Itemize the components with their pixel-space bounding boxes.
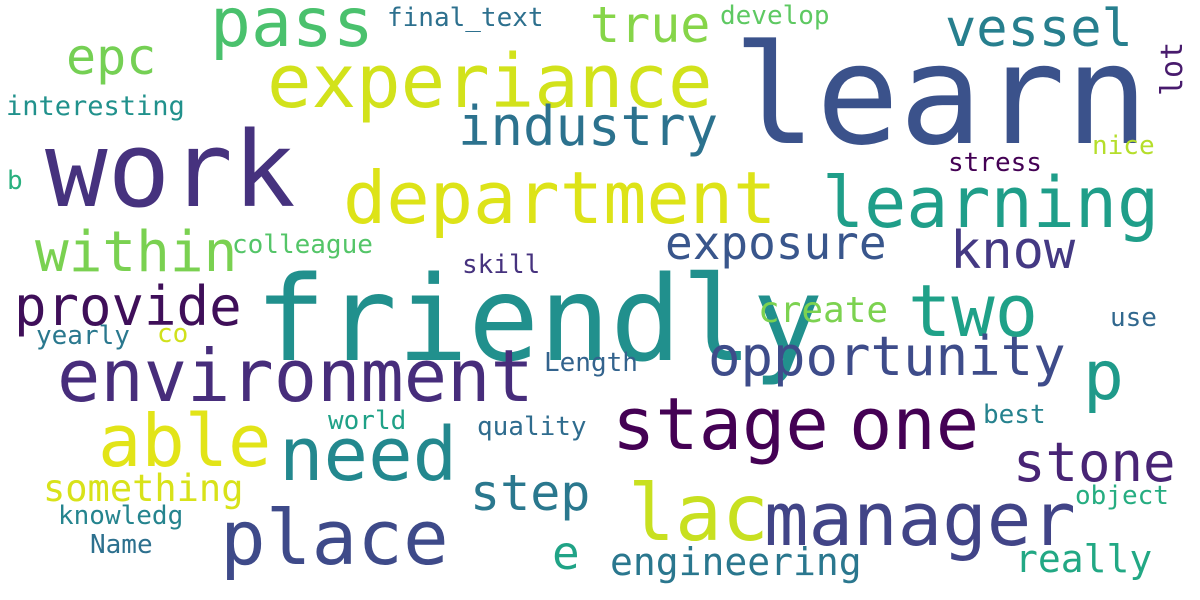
word-pass: pass [210, 0, 374, 63]
word-p: p [1083, 337, 1124, 416]
word-opportunity: opportunity [708, 325, 1066, 388]
word-step: step [470, 464, 591, 522]
word-epc: epc [66, 28, 157, 86]
word-interesting: interesting [6, 91, 185, 122]
word-true: true [590, 0, 711, 54]
word-develop: develop [720, 1, 830, 31]
word-learning: learning [822, 162, 1160, 244]
word-yearly: yearly [36, 321, 130, 351]
word-environment: environment [57, 334, 534, 418]
word-object: object [1075, 481, 1169, 511]
word-use: use [1110, 303, 1157, 333]
word-b: b [7, 166, 23, 196]
word-best: best [983, 400, 1046, 430]
word-learn: learn [733, 15, 1149, 176]
word-place: place [220, 493, 449, 582]
word-manager: manager [764, 477, 1076, 563]
word-two: two [908, 269, 1039, 353]
word-world: world [328, 406, 407, 436]
word-create: create [758, 290, 889, 331]
word-within: within [35, 220, 238, 285]
word-department: department [343, 156, 777, 240]
word-stone: stone [1013, 431, 1176, 494]
word-final-text: final_text [387, 3, 544, 33]
word-engineering: engineering [610, 540, 862, 584]
word-length: Length [544, 348, 638, 378]
word-experiance: experiance [267, 39, 713, 125]
word-provide: provide [14, 275, 242, 338]
word-knowledg: knowledg [58, 501, 184, 531]
word-work: work [45, 109, 296, 231]
word-lot: lot [1155, 41, 1190, 96]
word-skill: skill [462, 250, 541, 280]
word-friendly: friendly [255, 250, 824, 388]
word-know: know [950, 221, 1076, 281]
word-colleague: colleague [232, 230, 373, 260]
word-e: e [552, 526, 580, 580]
word-co: co [157, 319, 189, 349]
word-able: able [98, 399, 272, 483]
word-name: Name [90, 530, 153, 560]
word-industry: industry [458, 95, 719, 158]
word-vessel: vessel [945, 0, 1133, 59]
word-nice: nice [1092, 131, 1155, 161]
word-quality: quality [477, 412, 587, 442]
word-exposure: exposure [665, 216, 887, 270]
word-need: need [279, 412, 458, 498]
word-really: really [1015, 537, 1153, 581]
word-something: something [43, 467, 244, 510]
word-stage: stage [612, 382, 829, 466]
word-lac: lac [628, 469, 769, 559]
word-one: one [849, 382, 980, 466]
word-stress: stress [948, 148, 1042, 178]
